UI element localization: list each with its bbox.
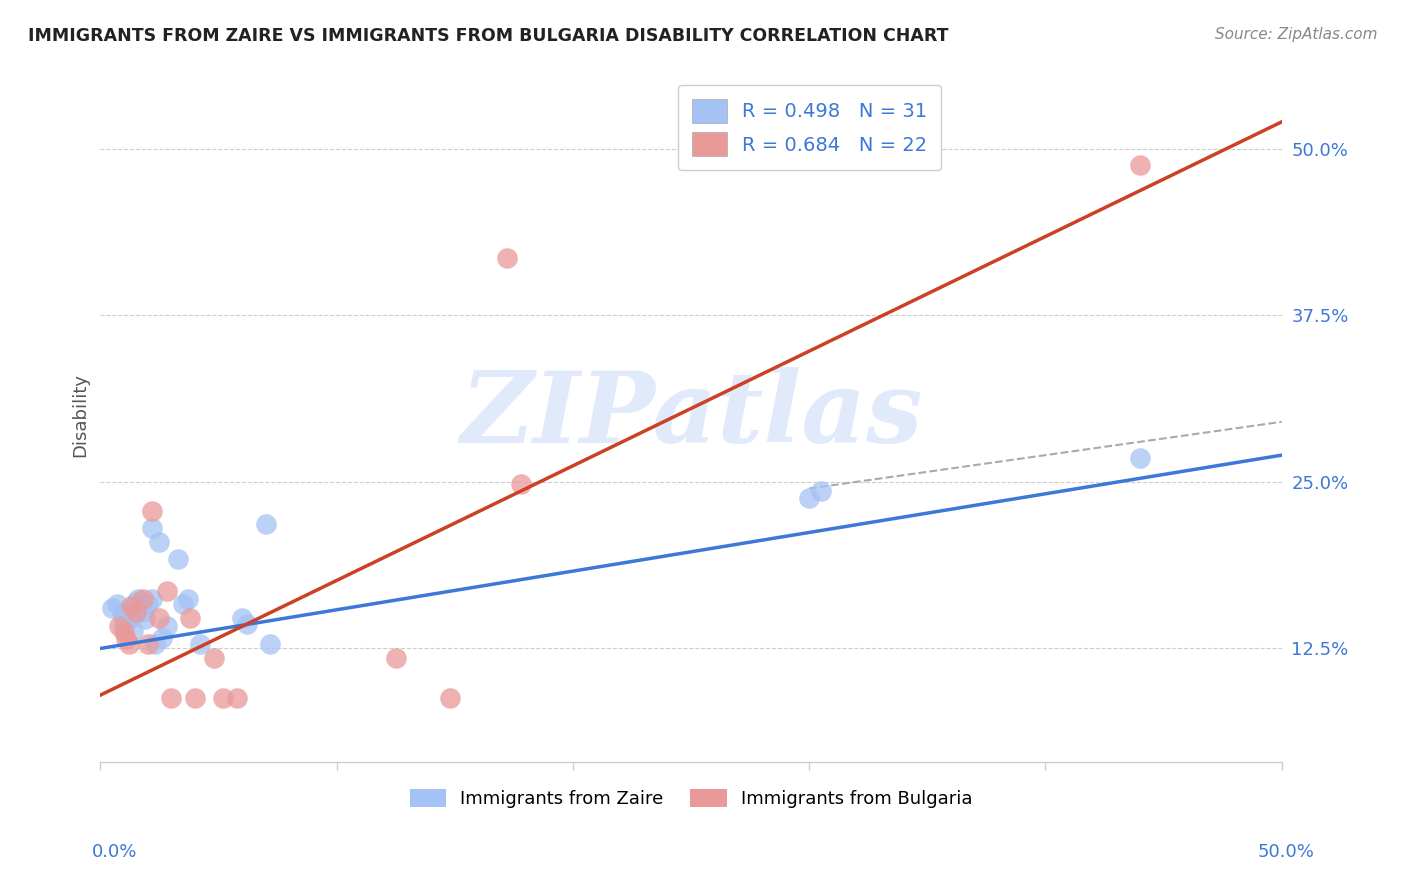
Point (155, 619, 177, 633)
Y-axis label: Disability: Disability (72, 373, 89, 457)
Point (120, 611, 142, 625)
Point (136, 598, 159, 612)
Point (236, 617, 259, 632)
Point (112, 611, 135, 625)
Point (132, 606, 155, 620)
Point (160, 690, 183, 705)
Point (1129, 157, 1152, 171)
Point (1129, 450, 1152, 465)
Point (177, 592, 200, 607)
Point (143, 637, 166, 651)
Point (188, 637, 211, 651)
Point (105, 598, 128, 612)
Point (125, 595, 148, 609)
Point (118, 604, 141, 618)
Point (254, 517, 277, 532)
Point (132, 592, 155, 607)
Point (148, 534, 170, 549)
Point (112, 619, 135, 633)
Point (148, 611, 170, 625)
Point (150, 631, 173, 645)
Point (141, 504, 163, 518)
Text: ZIPatlas: ZIPatlas (460, 367, 922, 464)
Point (125, 606, 148, 620)
Text: 0.0%: 0.0% (91, 843, 136, 861)
Point (495, 251, 517, 265)
Point (509, 477, 531, 491)
Text: IMMIGRANTS FROM ZAIRE VS IMMIGRANTS FROM BULGARIA DISABILITY CORRELATION CHART: IMMIGRANTS FROM ZAIRE VS IMMIGRANTS FROM… (28, 27, 949, 45)
Point (120, 599, 142, 613)
Point (127, 592, 149, 607)
Point (108, 619, 131, 633)
Point (110, 606, 132, 620)
Text: Source: ZipAtlas.com: Source: ZipAtlas.com (1215, 27, 1378, 42)
Point (101, 601, 124, 615)
Point (384, 650, 406, 665)
Point (172, 598, 194, 612)
Point (136, 637, 159, 651)
Point (799, 491, 821, 505)
Point (212, 690, 235, 705)
Point (155, 584, 177, 599)
Point (810, 484, 832, 499)
Point (118, 637, 141, 651)
Point (122, 624, 145, 639)
Point (141, 521, 163, 535)
Point (129, 599, 152, 613)
Legend: Immigrants from Zaire, Immigrants from Bulgaria: Immigrants from Zaire, Immigrants from B… (402, 781, 980, 815)
Point (231, 611, 253, 625)
Point (184, 690, 207, 705)
Point (202, 650, 225, 665)
Point (115, 632, 138, 647)
Point (112, 625, 135, 640)
Point (167, 552, 190, 566)
Point (134, 612, 156, 626)
Point (439, 690, 461, 705)
Point (226, 690, 249, 705)
Point (179, 611, 201, 625)
Text: 50.0%: 50.0% (1258, 843, 1315, 861)
Point (259, 637, 281, 651)
Point (141, 592, 163, 607)
